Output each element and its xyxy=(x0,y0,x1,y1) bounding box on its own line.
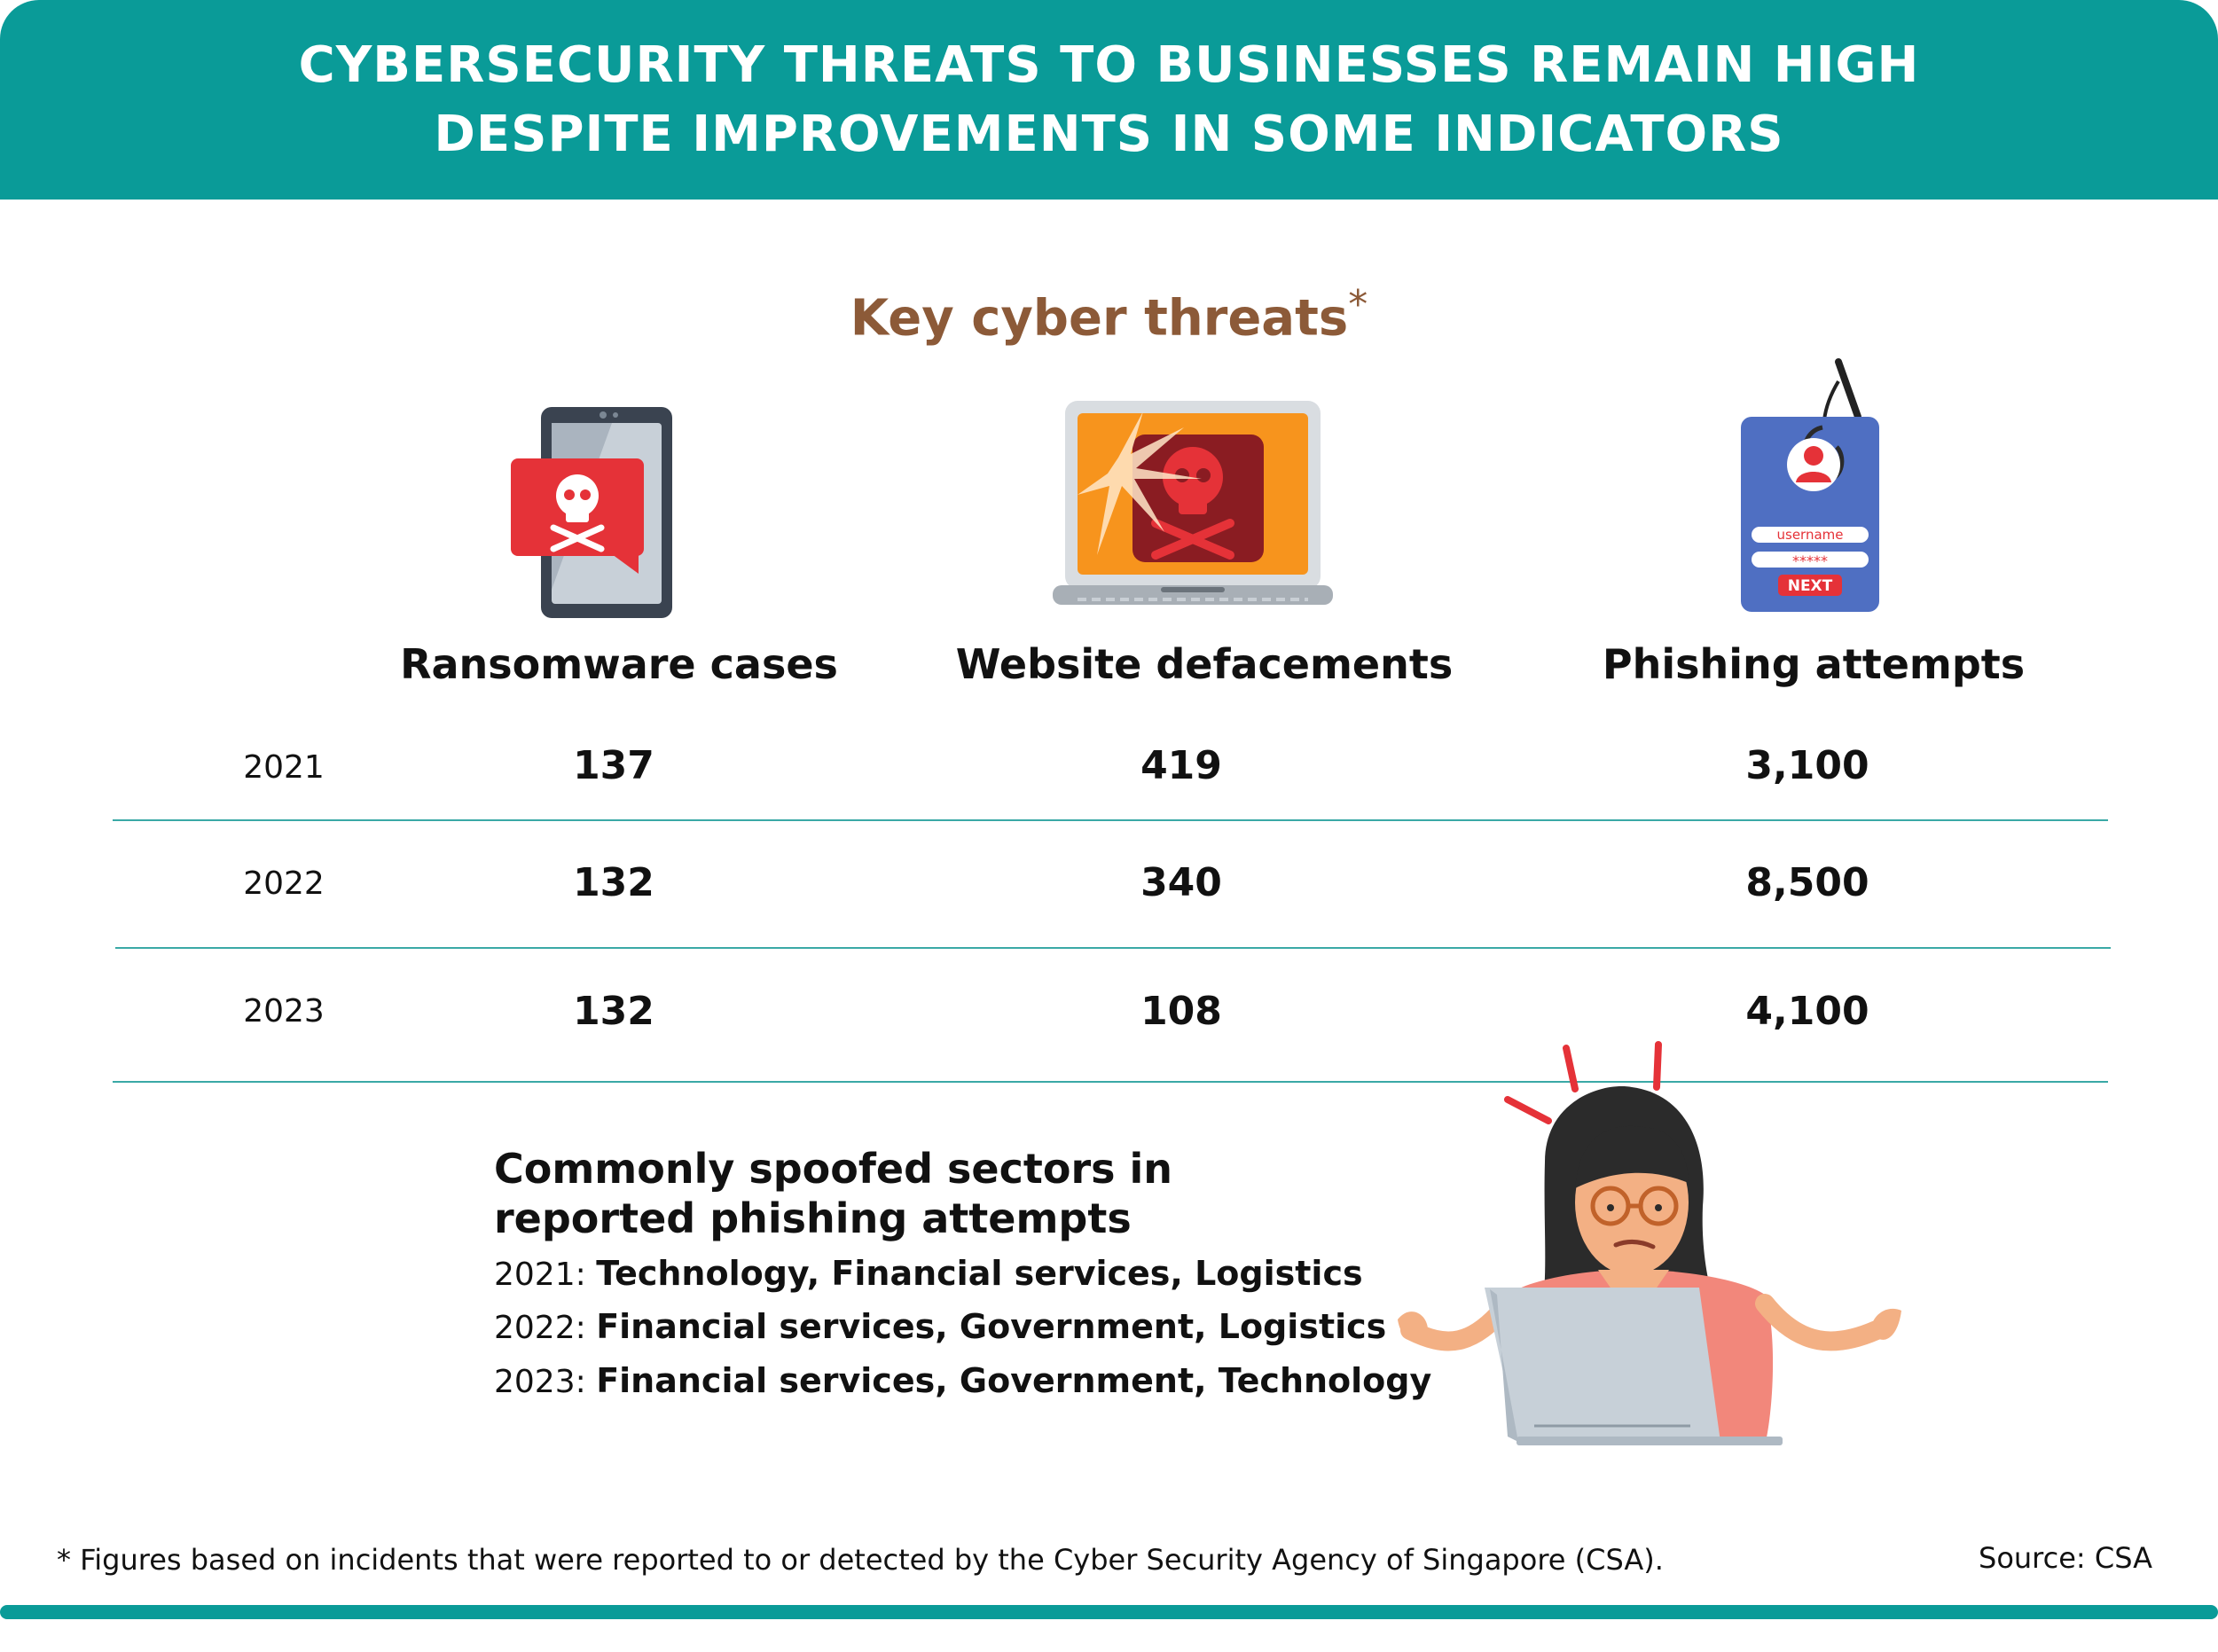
value-phishing-2022: 8,500 xyxy=(1745,860,1869,905)
value-phishing-2023: 4,100 xyxy=(1745,989,1869,1034)
header-banner: CYBERSECURITY THREATS TO BUSINESSES REMA… xyxy=(0,0,2218,200)
sector-year: 2022: xyxy=(494,1310,586,1346)
value-phishing-2021: 3,100 xyxy=(1745,743,1869,788)
sectors-title-line-1: Commonly spoofed sectors in xyxy=(494,1145,1173,1193)
column-header-phishing: Phishing attempts xyxy=(1602,640,2026,688)
column-header-defacements: Website defacements xyxy=(955,640,1454,688)
column-header-ransomware: Ransomware cases xyxy=(400,640,838,688)
source-credit: Source: CSA xyxy=(1979,1541,2152,1575)
sector-item-2023: 2023: Financial services, Government, Te… xyxy=(494,1361,1431,1400)
subtitle-text: Key cyber threats xyxy=(850,289,1349,348)
section-subtitle: Key cyber threats* xyxy=(0,282,2218,348)
sectors-title-line-2: reported phishing attempts xyxy=(494,1194,1132,1242)
value-defacements-2023: 108 xyxy=(1140,989,1222,1034)
sector-item-2021: 2021: Technology, Financial services, Lo… xyxy=(494,1254,1363,1293)
row-year-2022: 2022 xyxy=(243,865,325,902)
sectors-title: Commonly spoofed sectors in reported phi… xyxy=(494,1144,1172,1243)
login-card-fish-hook-icon: username ***** NEXT xyxy=(1741,358,1879,612)
subtitle-asterisk: * xyxy=(1348,282,1368,327)
sector-value: Financial services, Government, Technolo… xyxy=(596,1361,1432,1400)
value-defacements-2022: 340 xyxy=(1140,860,1222,905)
login-password-text: ***** xyxy=(1792,552,1828,569)
sector-year: 2021: xyxy=(494,1257,586,1293)
sector-year: 2023: xyxy=(494,1364,586,1400)
row-divider xyxy=(115,947,2111,949)
login-next-text: NEXT xyxy=(1788,577,1833,595)
sector-value: Technology, Financial services, Logistic… xyxy=(596,1254,1363,1293)
login-username-text: username xyxy=(1777,527,1844,543)
value-ransomware-2022: 132 xyxy=(573,860,654,905)
sector-item-2022: 2022: Financial services, Government, Lo… xyxy=(494,1307,1386,1346)
bottom-bar xyxy=(0,1605,2218,1619)
confused-woman-laptop-illustration xyxy=(1398,1041,1901,1445)
value-ransomware-2021: 137 xyxy=(573,743,654,788)
row-divider xyxy=(113,819,2108,821)
row-divider xyxy=(113,1081,2108,1083)
sector-value: Financial services, Government, Logistic… xyxy=(596,1307,1387,1346)
title-line-2: DESPITE IMPROVEMENTS IN SOME INDICATORS xyxy=(434,105,1784,163)
row-year-2023: 2023 xyxy=(243,993,325,1030)
value-defacements-2021: 419 xyxy=(1140,743,1222,788)
row-year-2021: 2021 xyxy=(243,749,325,786)
value-ransomware-2023: 132 xyxy=(573,989,654,1034)
phone-skull-alert-icon xyxy=(511,407,672,618)
title-line-1: CYBERSECURITY THREATS TO BUSINESSES REMA… xyxy=(298,35,1920,94)
laptop-skull-broken-screen-icon xyxy=(1053,401,1333,605)
footnote: * Figures based on incidents that were r… xyxy=(57,1543,1664,1577)
